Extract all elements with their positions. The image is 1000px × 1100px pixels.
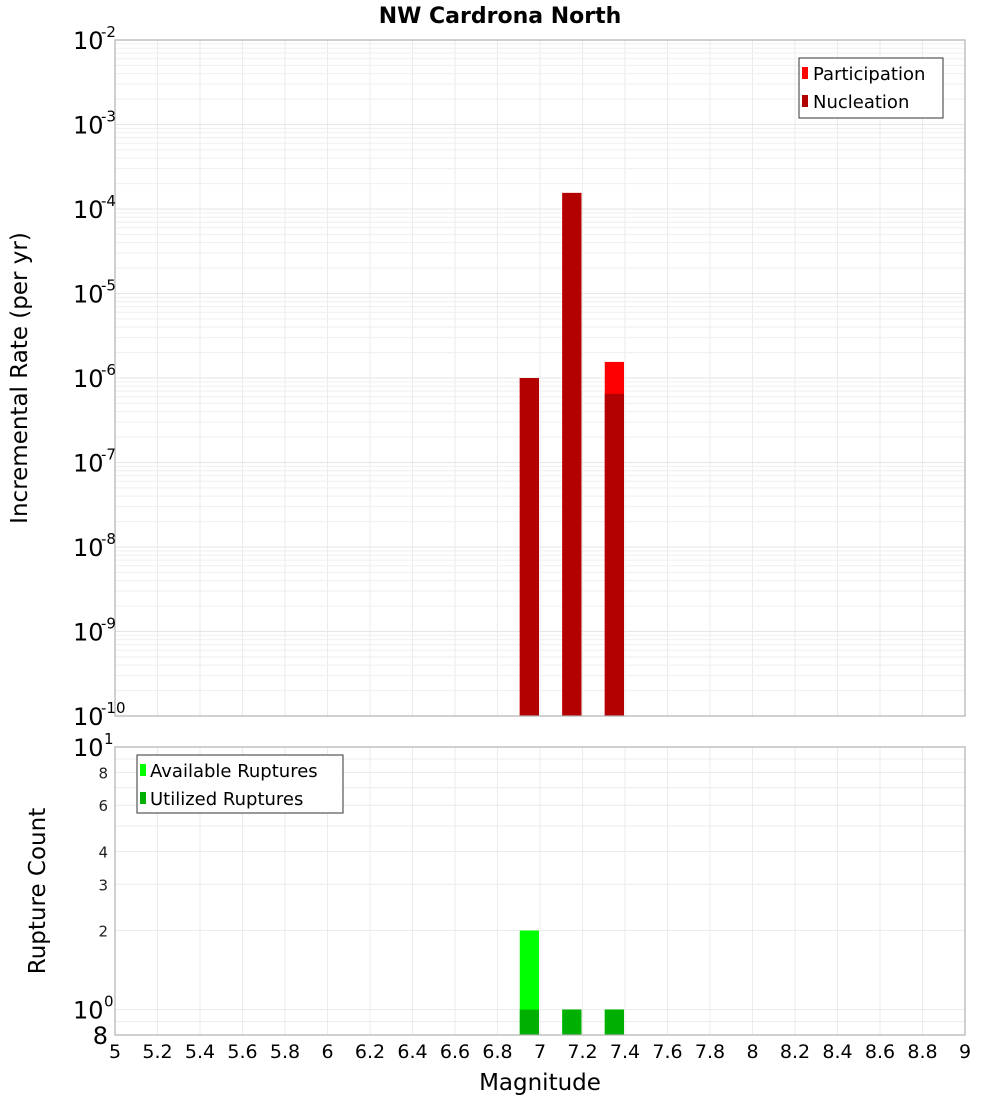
svg-text:10: 10 [73,365,104,393]
x-tick-label: 7.6 [652,1041,682,1063]
top-gridlines [114,40,966,717]
legend-available: Available Ruptures [150,761,318,782]
x-tick-label: 6.2 [355,1041,385,1063]
y-tick-label: 10-5 [73,277,116,309]
svg-text:-4: -4 [101,192,116,210]
svg-text:-9: -9 [101,615,116,633]
svg-text:10: 10 [73,534,104,562]
utilized-swatch [140,792,146,804]
bottom-plot-border [114,746,966,1036]
top-bars [519,192,624,716]
bar-nucleation [519,378,539,716]
y-tick-label: 10-8 [73,530,116,562]
svg-text:10: 10 [73,450,104,478]
svg-text:10: 10 [73,112,104,140]
participation-swatch [802,67,808,79]
svg-text:-6: -6 [101,361,116,379]
svg-text:10: 10 [73,281,104,309]
x-tick-label: 7.8 [695,1041,725,1063]
svg-text:10: 10 [73,196,104,224]
y-tick-label: 6 [98,797,108,815]
x-tick-label: 6.6 [440,1041,470,1063]
chart-title: NW Cardrona North [379,4,622,29]
x-tick-label: 5.4 [185,1041,215,1063]
y-tick-label: 10-9 [73,615,116,647]
svg-text:1: 1 [104,730,114,748]
x-tick-label: 7.4 [610,1041,640,1063]
x-tick-label: 6 [321,1041,333,1063]
svg-text:-8: -8 [101,530,116,548]
top-legend: Participation Nucleation [798,57,944,119]
x-tick-label: 9 [959,1041,971,1063]
svg-text:10: 10 [73,619,104,647]
bottom-legend: Available Ruptures Utilized Ruptures [136,754,344,814]
top-plot-area: 10-210-310-410-510-610-710-810-910-10 In… [7,23,966,731]
x-tick-label: 7.2 [567,1041,597,1063]
svg-text:10: 10 [73,997,104,1025]
bar-utilized-ruptures [519,1009,539,1035]
x-tick-label: 8.8 [907,1041,937,1063]
x-tick-label: 6.4 [397,1041,427,1063]
y-tick-label: 10-4 [73,192,116,224]
y-tick-label: 10-10 [73,699,126,731]
svg-text:-2: -2 [101,23,116,41]
y-tick-label: 10 0 [73,993,114,1025]
bar-utilized-ruptures [604,1009,624,1035]
y-tick-label: 2 [98,923,108,941]
y-tick-label: 8 [93,1022,108,1050]
y-tick-label: 10-3 [73,108,116,140]
x-tick-label: 8.4 [822,1041,852,1063]
y-tick-label: 4 [98,843,108,861]
svg-text:-10: -10 [101,699,126,717]
x-tick-label: 8 [746,1041,758,1063]
available-swatch [140,764,146,776]
svg-text:-7: -7 [101,446,116,464]
svg-text:-5: -5 [101,277,116,295]
legend-utilized: Utilized Ruptures [150,789,303,810]
top-plot-border [114,39,966,717]
bar-nucleation [604,393,624,716]
x-tick-label: 5 [109,1041,121,1063]
nucleation-swatch [802,95,808,107]
x-tick-label: 5.8 [270,1041,300,1063]
bottom-y-axis-label: Rupture Count [25,808,51,974]
y-tick-label: 10-2 [73,23,116,55]
x-tick-label: 7 [534,1041,546,1063]
y-tick-label: 10-7 [73,446,116,478]
x-axis-label: Magnitude [479,1070,601,1096]
svg-text:-3: -3 [101,108,116,126]
x-tick-label: 5.6 [227,1041,257,1063]
bottom-bars [519,930,624,1035]
y-tick-label: 10 1 [73,730,114,762]
x-tick-label: 8.6 [865,1041,895,1063]
legend-nucleation: Nucleation [813,92,909,113]
svg-text:0: 0 [104,993,114,1011]
y-tick-label: 3 [98,876,108,894]
legend-participation: Participation [813,64,925,85]
y-tick-label: 10-6 [73,361,116,393]
x-tick-label: 8.2 [780,1041,810,1063]
svg-text:10: 10 [73,734,104,762]
top-y-ticks: 10-210-310-410-510-610-710-810-910-10 [73,23,126,731]
bar-nucleation [562,192,582,716]
x-ticks: 5 5.2 5.4 5.6 5.8 6 6.2 6.4 6.6 6.8 7 7.2 7.4 7.6 7.8 8… [109,1041,971,1063]
svg-text:10: 10 [73,27,104,55]
bar-utilized-ruptures [562,1009,582,1035]
top-y-axis-label: Incremental Rate (per yr) [7,232,33,524]
y-tick-label: 8 [98,764,108,782]
svg-text:10: 10 [73,703,104,731]
x-tick-label: 5.2 [142,1041,172,1063]
x-tick-label: 6.8 [482,1041,512,1063]
bar-available-ruptures [519,930,539,1035]
